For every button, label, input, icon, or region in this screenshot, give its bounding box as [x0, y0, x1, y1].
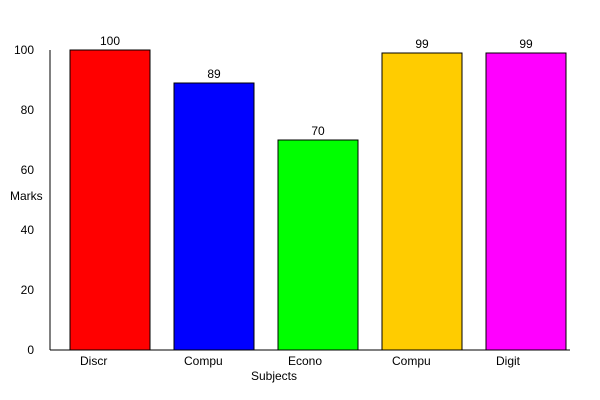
x-tick-labels-group: Discr Compu Econo Compu Digit — [80, 354, 521, 368]
value-labels-group: 100 89 70 99 99 — [100, 34, 533, 138]
x-axis-label: Subjects — [251, 369, 297, 383]
bar-value-label: 89 — [207, 67, 221, 81]
bar — [277, 139, 359, 351]
bar — [485, 52, 567, 351]
y-tick-label: 80 — [21, 103, 35, 117]
bars-group — [69, 49, 567, 351]
x-tick-label: Compu — [184, 354, 223, 368]
bar-value-label: 99 — [519, 37, 533, 51]
bar — [69, 49, 151, 351]
y-tick-label: 60 — [21, 163, 35, 177]
x-tick-label: Discr — [80, 354, 107, 368]
y-tick-labels-group: 0 20 40 60 80 100 — [14, 43, 34, 357]
y-tick-label: 20 — [21, 283, 35, 297]
y-axis-label: Marks — [10, 189, 43, 203]
x-tick-label: Compu — [392, 354, 431, 368]
bar — [381, 52, 463, 351]
bar-value-label: 100 — [100, 34, 120, 48]
y-tick-label: 0 — [27, 343, 34, 357]
y-tick-label: 100 — [14, 43, 34, 57]
bar — [173, 82, 255, 351]
x-tick-label: Econo — [288, 354, 322, 368]
y-tick-label: 40 — [21, 223, 35, 237]
x-tick-label: Digit — [496, 354, 521, 368]
bar-value-label: 70 — [311, 124, 325, 138]
bar-value-label: 99 — [415, 37, 429, 51]
